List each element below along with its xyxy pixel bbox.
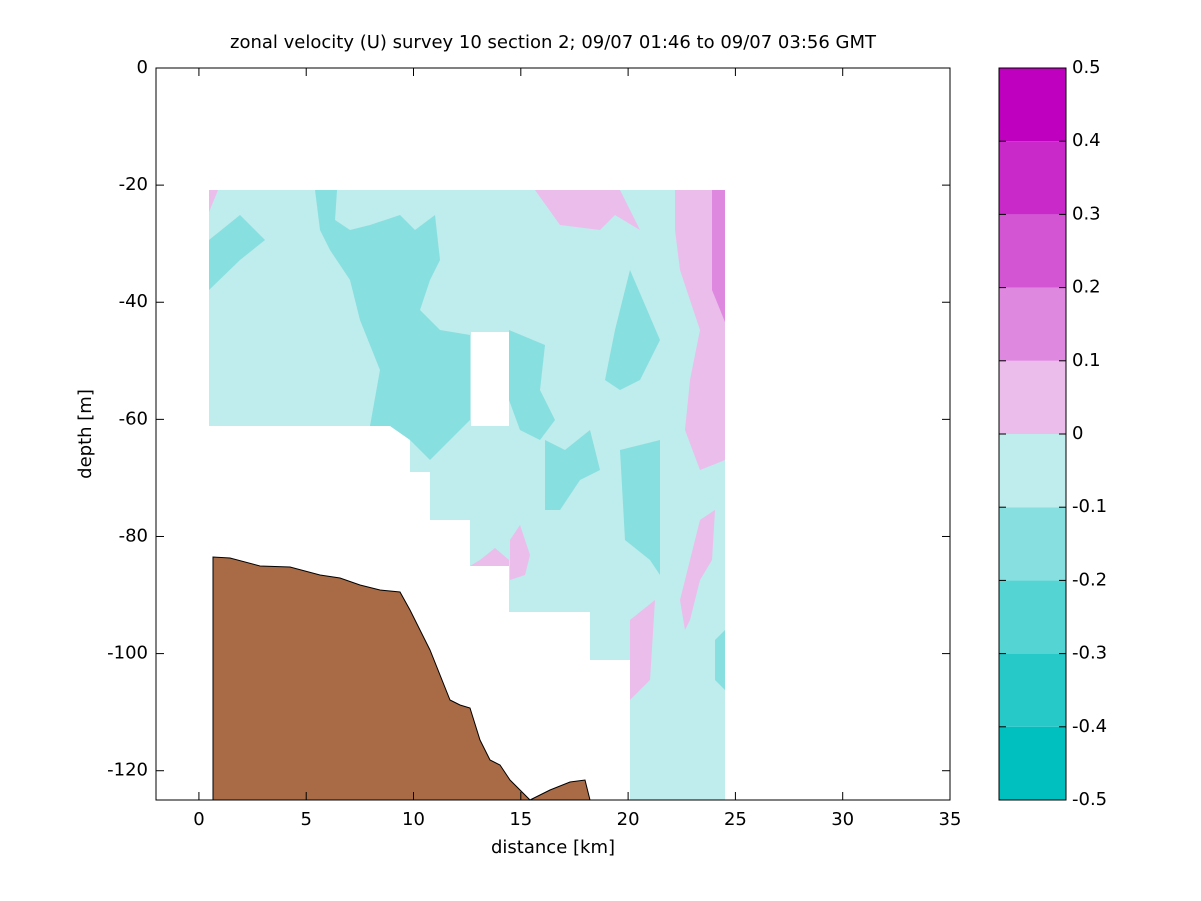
colorbar-band (999, 580, 1066, 654)
contour-region (712, 190, 725, 322)
contour-region (209, 190, 725, 800)
y-tick-label: -120 (107, 760, 148, 781)
colorbar-band (999, 434, 1066, 508)
x-tick-label: 25 (724, 809, 747, 830)
contour-region (509, 330, 555, 440)
x-tick-label: 10 (402, 809, 425, 830)
colorbar-tick-label: 0.4 (1072, 130, 1101, 151)
contour-regions (209, 190, 725, 801)
contour-region (680, 510, 715, 630)
colorbar-band (999, 653, 1066, 727)
colorbar-tick-label: -0.4 (1072, 716, 1107, 737)
x-tick-label: 0 (193, 809, 204, 830)
y-tick-label: -100 (107, 643, 148, 664)
data-gap (471, 332, 509, 426)
contour-region (535, 190, 640, 230)
colorbar-tick-label: 0.1 (1072, 350, 1101, 371)
colorbar-band (999, 726, 1066, 800)
colorbar-band (999, 68, 1066, 142)
colorbar-tick-label: 0.5 (1072, 57, 1101, 78)
contour-region (315, 190, 470, 460)
y-tick-label: -80 (119, 525, 148, 546)
sea-floor (212, 556, 591, 801)
colorbar-tick-label: 0.2 (1072, 277, 1101, 298)
colorbar-tick-label: -0.2 (1072, 569, 1107, 590)
contour-region (510, 525, 530, 580)
y-axis-label: depth [m] (75, 389, 96, 479)
x-tick-label: 30 (831, 809, 854, 830)
contour-region (209, 215, 265, 290)
y-tick-label: -60 (119, 408, 148, 429)
x-tick-label: 5 (300, 809, 311, 830)
axes-box (155, 67, 951, 801)
colorbar-band (999, 360, 1066, 434)
x-tick-label: 35 (939, 809, 962, 830)
colorbar-tick-label: -0.5 (1072, 789, 1107, 810)
contour-region (470, 548, 509, 566)
x-tick-label: 15 (509, 809, 532, 830)
x-tick-label: 20 (617, 809, 640, 830)
colorbar-band (999, 287, 1066, 361)
contour-region (209, 190, 218, 212)
chart-title: zonal velocity (U) survey 10 section 2; … (230, 32, 877, 53)
y-tick-label: -40 (119, 291, 148, 312)
contour-region (715, 630, 725, 690)
contour-region (620, 440, 660, 575)
colorbar-tick-label: -0.1 (1072, 496, 1107, 517)
contour-region (605, 270, 660, 390)
colorbar-tick-label: 0.3 (1072, 203, 1101, 224)
colorbar-band (999, 141, 1066, 215)
y-tick-label: -20 (119, 174, 148, 195)
colorbar-tick-label: -0.3 (1072, 643, 1107, 664)
contour-region (630, 600, 655, 700)
colorbar-tick-label: 0 (1072, 423, 1083, 444)
colorbar-band (999, 507, 1066, 581)
colorbar-band (999, 214, 1066, 288)
contour-region (545, 430, 600, 510)
y-tick-label: 0 (137, 57, 148, 78)
x-axis-label: distance [km] (491, 837, 615, 858)
